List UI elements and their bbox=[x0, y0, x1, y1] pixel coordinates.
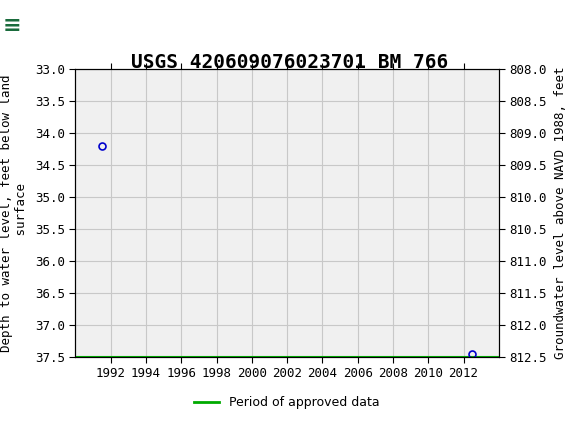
Text: USGS: USGS bbox=[32, 17, 75, 35]
Text: ≡: ≡ bbox=[3, 16, 21, 36]
FancyBboxPatch shape bbox=[3, 5, 49, 46]
Legend: Period of approved data: Period of approved data bbox=[189, 391, 385, 414]
Text: USGS 420609076023701 BM 766: USGS 420609076023701 BM 766 bbox=[132, 53, 448, 72]
Y-axis label: Groundwater level above NAVD 1988, feet: Groundwater level above NAVD 1988, feet bbox=[554, 67, 567, 359]
Y-axis label: Depth to water level, feet below land
 surface: Depth to water level, feet below land su… bbox=[0, 74, 28, 352]
